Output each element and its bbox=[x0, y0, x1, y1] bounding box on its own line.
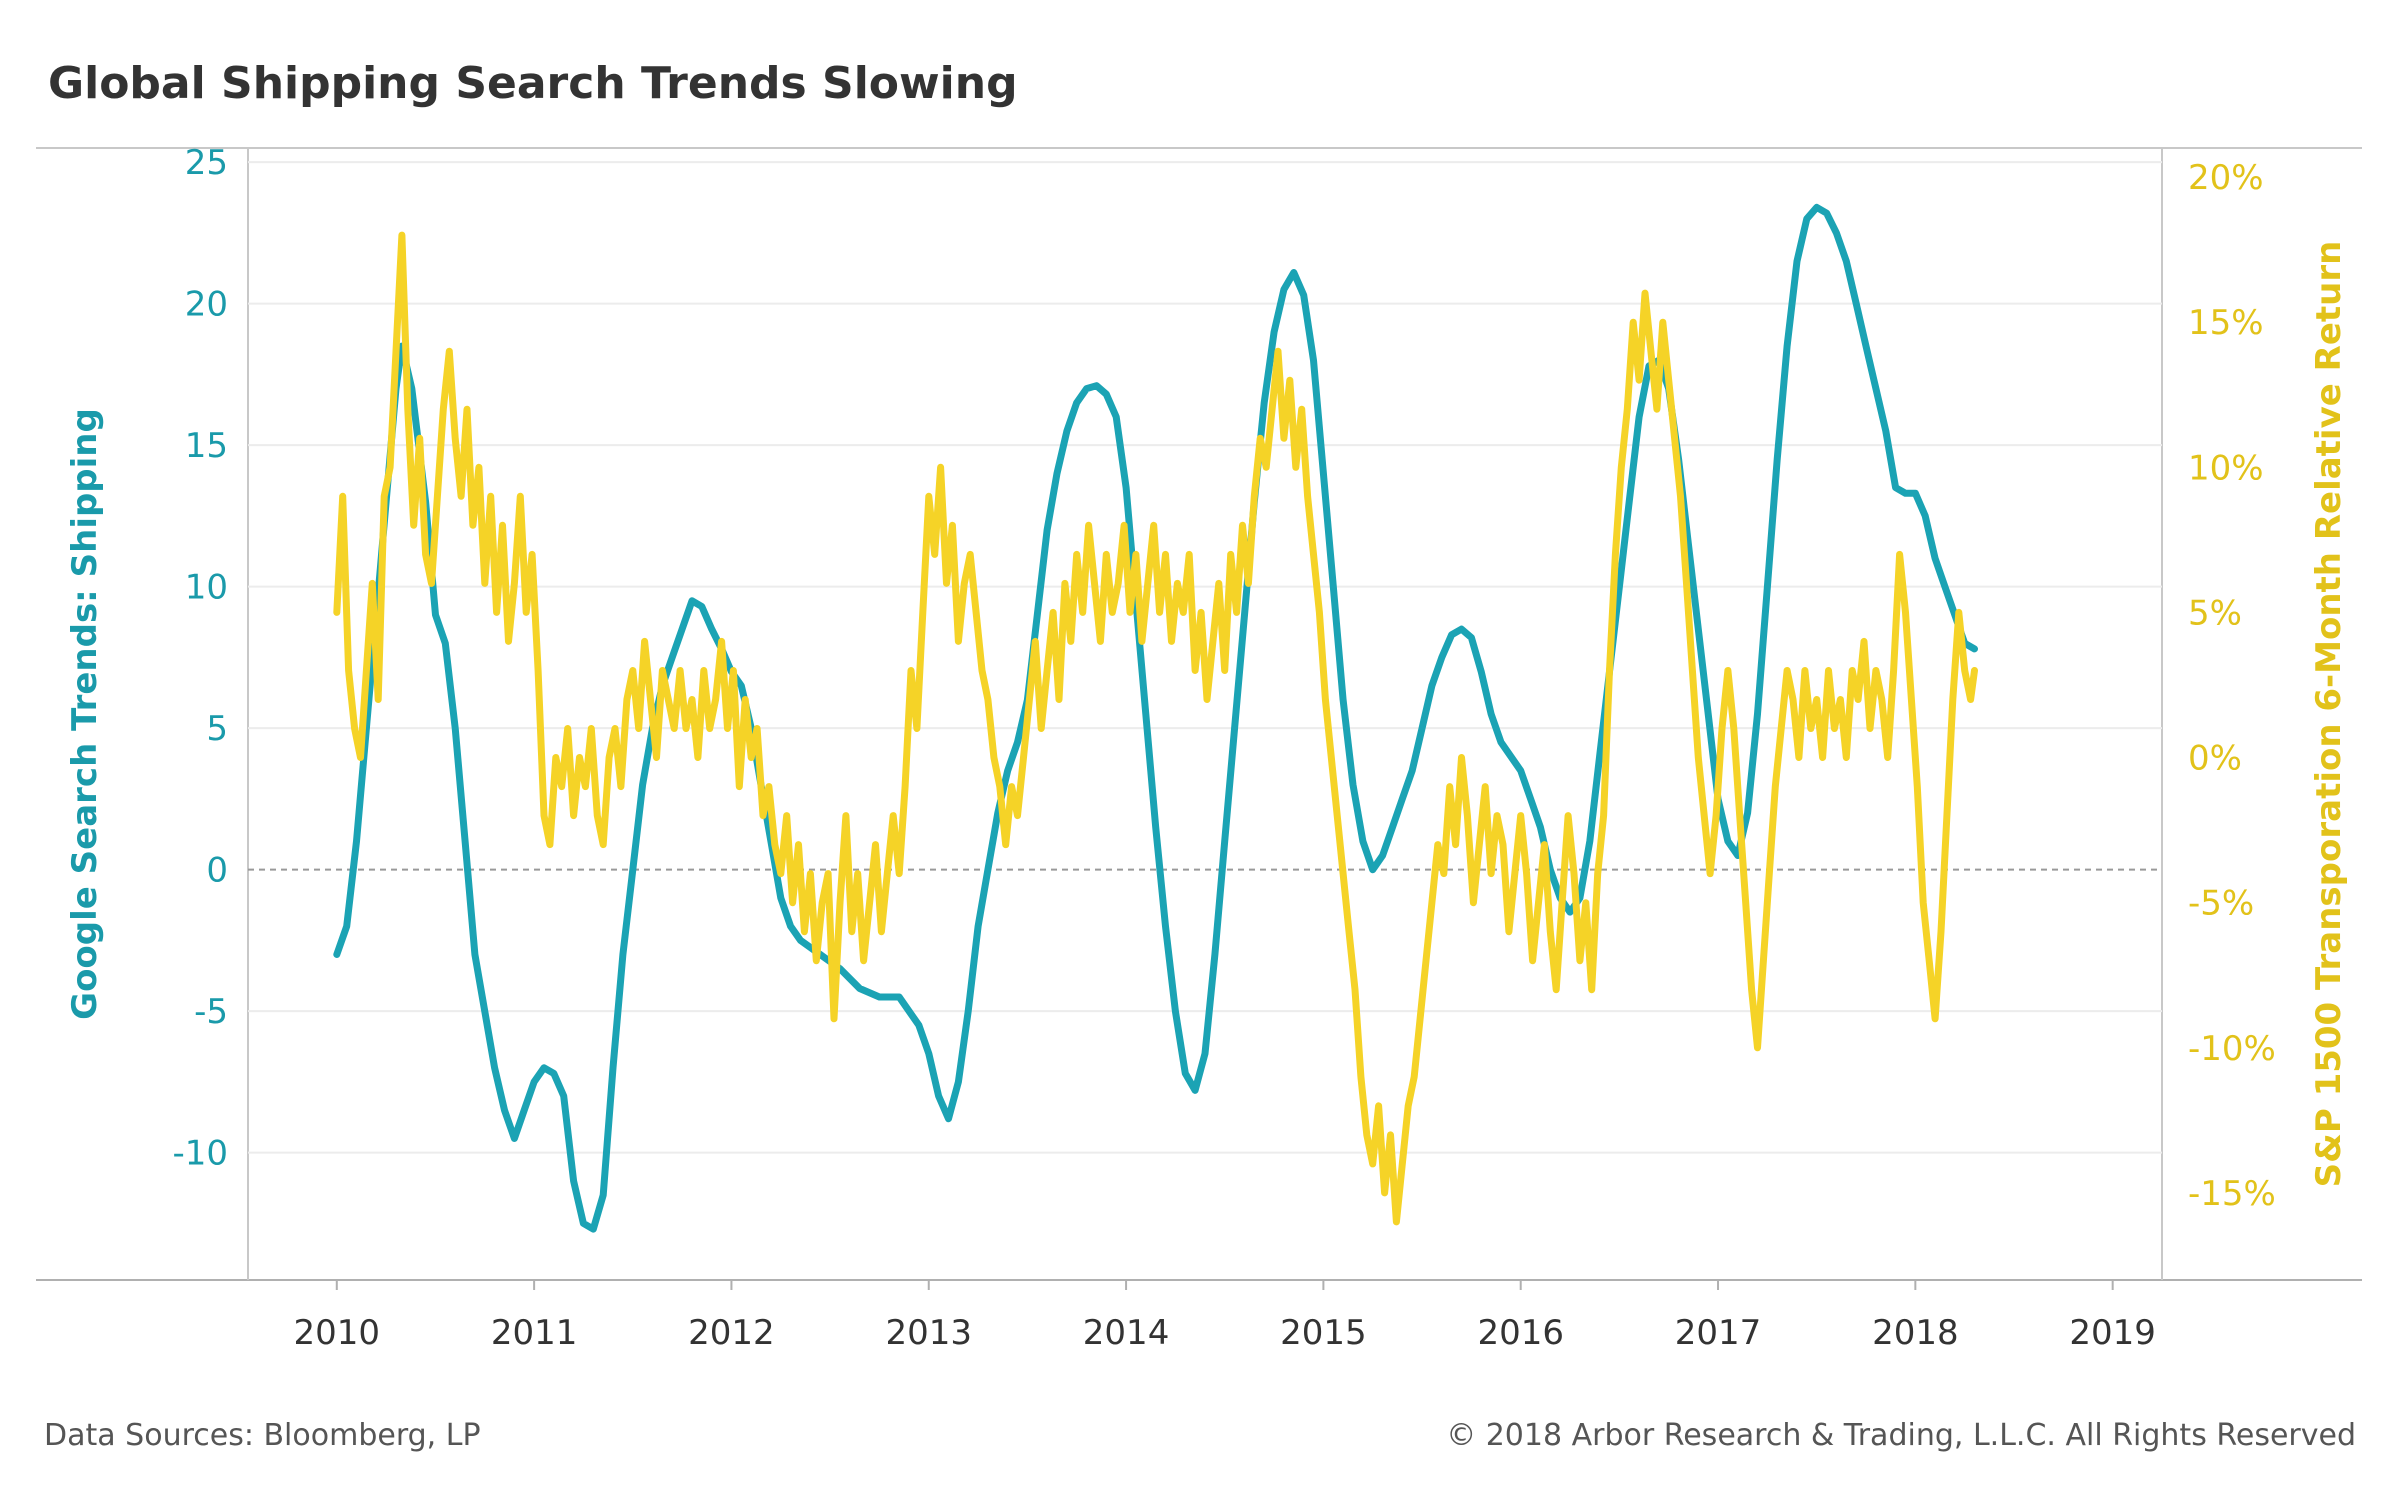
y-right-tick: 5% bbox=[2188, 593, 2242, 633]
y-left-tick: 20 bbox=[185, 285, 228, 325]
y-right-tick: 10% bbox=[2188, 448, 2264, 488]
x-tick-label: 2017 bbox=[1675, 1313, 1762, 1353]
y-left-tick: 10 bbox=[185, 568, 228, 608]
y-left-tick: 15 bbox=[185, 426, 228, 466]
y-left-tick: 25 bbox=[185, 143, 228, 183]
x-tick-label: 2013 bbox=[885, 1313, 972, 1353]
y-right-tick: -15% bbox=[2188, 1174, 2276, 1214]
series-line-relative-return bbox=[333, 231, 1978, 1226]
y-left-tick: 5 bbox=[206, 709, 228, 749]
footer-copyright: © 2018 Arbor Research & Trading, L.L.C. … bbox=[1446, 1418, 2356, 1453]
y-right-tick: -10% bbox=[2188, 1029, 2276, 1069]
y-left-tick: -10 bbox=[172, 1134, 228, 1174]
right-axis-ticks: 20% 15% 10% 5% 0% -5% -10% -15% bbox=[2188, 158, 2276, 1214]
series-line-search-trends bbox=[333, 203, 1978, 1233]
x-tick-label: 2014 bbox=[1083, 1313, 1170, 1353]
x-tick-label: 2018 bbox=[1872, 1313, 1959, 1353]
x-tick-label: 2015 bbox=[1280, 1313, 1367, 1353]
left-axis-ticks: 25 20 15 10 5 0 -5 -10 bbox=[172, 143, 228, 1174]
y-right-tick: -5% bbox=[2188, 884, 2254, 924]
footer-source: Data Sources: Bloomberg, LP bbox=[44, 1418, 481, 1453]
x-tick-label: 2012 bbox=[688, 1313, 775, 1353]
series-lines bbox=[333, 203, 1978, 1233]
y-axis-left-label: Google Search Trends: Shipping bbox=[65, 408, 105, 1020]
y-right-tick: 0% bbox=[2188, 739, 2242, 779]
x-tick-label: 2010 bbox=[294, 1313, 381, 1353]
x-axis-ticks: 2010 2011 2012 2013 2014 2015 2016 2017 2018 2019 bbox=[294, 1280, 2156, 1353]
y-right-tick: 15% bbox=[2188, 303, 2264, 343]
y-left-tick: 0 bbox=[206, 851, 228, 891]
y-left-tick: -5 bbox=[194, 992, 228, 1032]
x-tick-label: 2019 bbox=[2069, 1313, 2156, 1353]
y-axis-right-label: S&P 1500 Transporation 6-Month Relative … bbox=[2309, 241, 2349, 1188]
chart-title: Global Shipping Search Trends Slowing bbox=[48, 58, 1018, 109]
x-tick-label: 2011 bbox=[491, 1313, 578, 1353]
x-tick-label: 2016 bbox=[1477, 1313, 1564, 1353]
y-right-tick: 20% bbox=[2188, 158, 2264, 198]
